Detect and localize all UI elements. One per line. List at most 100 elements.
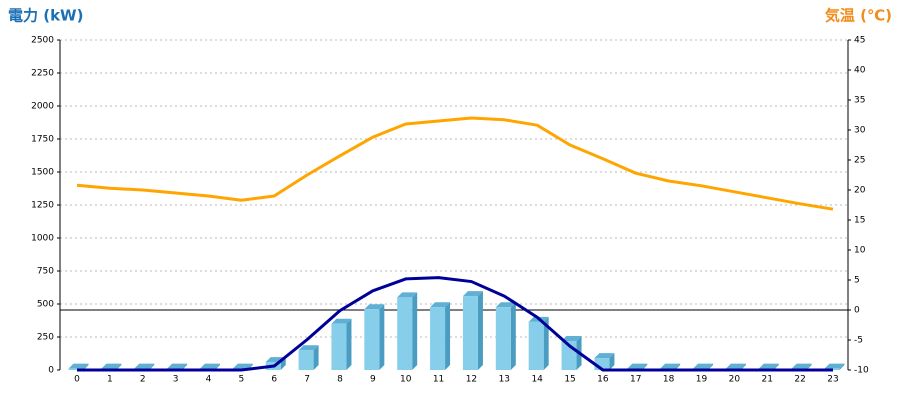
bar-top: [232, 363, 253, 369]
bar-top: [693, 363, 714, 369]
y2-tick-label: -10: [854, 366, 869, 376]
bar-top: [627, 363, 648, 369]
y-tick-label: 1000: [31, 234, 54, 244]
y2-axis-title: 気温 (℃): [825, 7, 892, 25]
y2-tick-label: 25: [854, 156, 865, 166]
bar-front: [68, 368, 84, 370]
x-tick-label: 22: [794, 375, 805, 385]
bar: [298, 345, 319, 370]
bar-top: [364, 304, 385, 310]
bar-side: [477, 291, 483, 370]
bar: [397, 292, 418, 370]
bar-side: [346, 318, 352, 370]
y2-tick-label: 15: [854, 216, 865, 226]
bar-top: [758, 363, 779, 369]
y-tick-label: 2500: [31, 36, 54, 46]
x-tick-label: 15: [564, 375, 575, 385]
bar: [364, 304, 385, 370]
bar-side: [149, 363, 155, 370]
bar-side: [543, 316, 549, 370]
bar-front: [397, 297, 413, 370]
bar-side: [839, 363, 845, 370]
bar: [495, 302, 516, 370]
bar-top: [331, 318, 352, 324]
bar-top: [397, 292, 418, 298]
x-tick-label: 5: [238, 375, 244, 385]
line: [76, 116, 834, 211]
x-tick-label: 12: [466, 375, 477, 385]
bar-side: [609, 353, 615, 370]
y2-tick-label: 20: [854, 186, 866, 196]
bar: [331, 318, 352, 370]
bar-side: [116, 363, 122, 370]
x-tick-label: 2: [140, 375, 146, 385]
bar-side: [280, 357, 286, 370]
x-tick-label: 11: [433, 375, 444, 385]
bar-side: [708, 363, 714, 370]
x-tick-label: 23: [827, 375, 838, 385]
y2-tick-label: 35: [854, 96, 865, 106]
bar-top: [430, 302, 451, 308]
bar-top: [199, 363, 220, 369]
x-tick-label: 3: [173, 375, 179, 385]
bar-top: [561, 335, 582, 341]
bar-side: [642, 363, 648, 370]
bar-top: [134, 363, 155, 369]
x-tick-label: 21: [762, 375, 773, 385]
bar-top: [824, 363, 845, 369]
x-tick-label: 18: [663, 375, 675, 385]
y2-tick-label: 45: [854, 36, 865, 46]
x-tick-label: 17: [630, 375, 641, 385]
bar-top: [495, 302, 516, 308]
y2-tick-label: 40: [854, 66, 866, 76]
bar-side: [675, 363, 681, 370]
x-tick-label: 19: [696, 375, 708, 385]
bar-front: [594, 358, 610, 370]
y2-tick-label: -5: [854, 336, 863, 346]
x-tick-label: 6: [271, 375, 277, 385]
line: [77, 276, 833, 372]
bar-top: [725, 363, 746, 369]
bar-front: [331, 323, 347, 370]
bar-front: [298, 350, 314, 370]
x-tick-label: 10: [400, 375, 412, 385]
y2-tick-label: 5: [854, 276, 860, 286]
x-tick-label: 9: [370, 375, 376, 385]
bar-top: [101, 363, 122, 369]
y2-tick-label: 10: [854, 246, 866, 256]
x-tick-label: 14: [531, 375, 543, 385]
bar-side: [740, 363, 746, 370]
bar-side: [83, 363, 89, 370]
y2-tick-label: 30: [854, 126, 866, 136]
bar-front: [462, 296, 478, 370]
bar-side: [445, 302, 451, 370]
x-tick-label: 20: [729, 375, 741, 385]
bar: [430, 302, 451, 370]
bar-side: [379, 304, 385, 370]
x-tick-label: 8: [337, 375, 343, 385]
bar-front: [364, 309, 380, 370]
y-tick-label: 1750: [31, 135, 54, 145]
bar-top: [167, 363, 188, 369]
bar-side: [412, 292, 418, 370]
y-axis-title: 電力 (kW): [8, 7, 83, 25]
bar: [594, 353, 615, 370]
y-tick-label: 2000: [31, 102, 54, 112]
x-tick-label: 4: [206, 375, 212, 385]
bar-top: [298, 345, 319, 351]
x-tick-label: 16: [597, 375, 609, 385]
bar-side: [214, 363, 220, 370]
bar: [68, 363, 89, 370]
y-tick-label: 1500: [31, 168, 54, 178]
bar: [462, 291, 483, 370]
bar-side: [313, 345, 319, 370]
y-tick-label: 500: [37, 300, 54, 310]
bar-top: [594, 353, 615, 359]
bar-front: [528, 321, 544, 370]
y-tick-label: 1250: [31, 201, 54, 211]
bar-top: [462, 291, 483, 297]
bar-side: [806, 363, 812, 370]
bar-side: [182, 363, 188, 370]
bar-top: [660, 363, 681, 369]
